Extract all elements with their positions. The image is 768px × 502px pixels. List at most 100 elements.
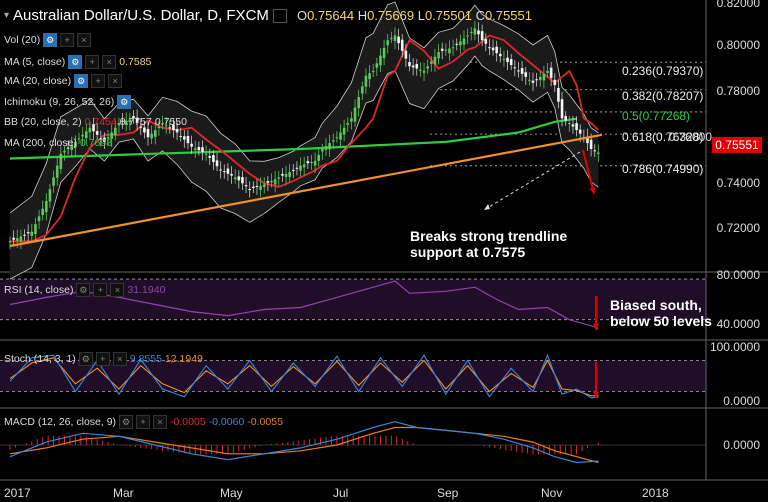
candle-body <box>266 181 270 183</box>
candle-body <box>328 143 331 150</box>
legend-ma20[interactable]: MA (20, close) ⚙ + × <box>4 74 123 88</box>
settings-icon[interactable]: ⚙ <box>78 352 93 366</box>
close-icon[interactable]: × <box>110 283 125 297</box>
panes <box>0 0 768 481</box>
plus-icon[interactable]: + <box>91 74 106 88</box>
candle-body <box>342 127 346 135</box>
candle-body <box>226 168 230 174</box>
candle-body <box>23 234 26 236</box>
candle-body <box>477 30 480 35</box>
candle-body <box>430 61 433 64</box>
candle-body <box>593 150 597 152</box>
settings-icon[interactable] <box>272 8 287 23</box>
close-icon[interactable]: × <box>108 74 123 88</box>
candle-body <box>393 35 397 42</box>
candle-body <box>444 49 448 51</box>
plus-icon[interactable]: + <box>60 33 75 47</box>
legend-stoch[interactable]: Stoch (14, 3, 1) ⚙ + × 9.8555 12.1949 <box>4 352 203 366</box>
fib-0786-label: 0.786(0.74990) <box>622 162 704 176</box>
close-icon[interactable]: × <box>112 352 127 366</box>
candle-body <box>201 147 204 152</box>
candle-body <box>538 76 542 80</box>
candle-body <box>426 66 429 69</box>
legend-ichimoku[interactable]: Ichimoku (9, 26, 52, 26) ⚙ <box>4 95 132 109</box>
candle-body <box>281 173 284 176</box>
candle-body <box>252 186 255 189</box>
candle-body <box>346 122 350 125</box>
plus-icon[interactable]: + <box>85 55 100 69</box>
settings-icon[interactable]: ⚙ <box>68 55 83 69</box>
candle-body <box>204 153 208 155</box>
ma20-line <box>10 34 600 243</box>
candle-body <box>12 237 15 240</box>
stoch-tick: 100.0000 <box>709 340 760 354</box>
candle-body <box>506 57 509 63</box>
y-tick: 0.82000 <box>716 0 760 10</box>
settings-icon[interactable]: ⚙ <box>76 283 91 297</box>
chart-title-row: ▾ Australian Dollar/U.S. Dollar, D, FXCM… <box>4 7 532 24</box>
plus-icon[interactable]: + <box>136 415 151 429</box>
candle-body <box>30 231 34 236</box>
close-icon[interactable]: × <box>102 55 117 69</box>
candle-body <box>528 79 531 81</box>
legend-bb[interactable]: BB (20, close, 2) 0.7454 0.7757 0.7550 <box>4 116 187 128</box>
close-icon[interactable]: × <box>77 33 92 47</box>
x-tick: 2017 <box>4 486 31 500</box>
candle-body <box>270 180 273 183</box>
candle-body <box>462 38 466 45</box>
candle-body <box>364 75 368 87</box>
x-tick: May <box>220 486 243 500</box>
candle-body <box>164 125 168 127</box>
candle-body <box>52 177 55 186</box>
expand-icon[interactable]: ▾ <box>4 10 10 21</box>
settings-icon[interactable]: ⚙ <box>43 33 58 47</box>
candle-body <box>248 189 252 191</box>
candle-body <box>95 131 99 135</box>
stoch-d-value: 12.1949 <box>164 353 203 365</box>
candle-body <box>386 40 390 46</box>
candle-body <box>295 167 299 169</box>
candle-body <box>589 139 593 150</box>
close-icon[interactable]: × <box>153 415 168 429</box>
candle-body <box>259 185 262 190</box>
plus-icon[interactable]: + <box>93 283 108 297</box>
candle-body <box>488 47 491 49</box>
candle-body <box>179 135 182 137</box>
candle-body <box>575 123 578 131</box>
x-tick: Sep <box>437 486 459 500</box>
candle-body <box>422 70 426 73</box>
candle-body <box>135 117 139 123</box>
trendline <box>9 133 603 248</box>
candle-body <box>70 144 74 150</box>
stoch-tick: 0.0000 <box>723 394 760 408</box>
price-down-arrow <box>582 149 595 195</box>
legend-ma5[interactable]: MA (5, close) ⚙ + × 0.7585 <box>4 55 152 69</box>
legend-vol[interactable]: Vol (20) ⚙ + × <box>4 33 92 47</box>
candle-body <box>321 149 324 152</box>
macd-pane <box>0 421 706 464</box>
candle-body <box>88 127 92 133</box>
stoch-k-value: 9.8555 <box>129 353 162 365</box>
plus-icon[interactable]: + <box>95 352 110 366</box>
candle-body <box>197 146 201 151</box>
legend-ma200[interactable]: MA (200, close) 0.7698 <box>4 137 113 149</box>
candle-body <box>517 70 520 72</box>
settings-icon[interactable]: ⚙ <box>119 415 134 429</box>
chart-title: Australian Dollar/U.S. Dollar, D, FXCM <box>13 7 269 24</box>
x-tick: Mar <box>113 486 134 500</box>
y-tick: 0.74000 <box>716 176 760 190</box>
candle-body <box>578 129 582 134</box>
candle-body <box>437 52 440 59</box>
settings-icon[interactable]: ⚙ <box>117 95 132 109</box>
ma200-value: 0.7698 <box>79 137 113 149</box>
settings-icon[interactable]: ⚙ <box>74 74 89 88</box>
candle-body <box>208 156 212 158</box>
candle-body <box>448 48 451 54</box>
legend-rsi[interactable]: RSI (14, close) ⚙ + × 31.1940 <box>4 283 166 297</box>
candle-body <box>121 120 124 122</box>
candle-body <box>397 36 400 44</box>
rsi-tick: 40.0000 <box>716 317 760 331</box>
stoch-k-line <box>9 353 599 399</box>
legend-macd[interactable]: MACD (12, 26, close, 9) ⚙ + × -0.0005 -0.0… <box>4 415 283 429</box>
